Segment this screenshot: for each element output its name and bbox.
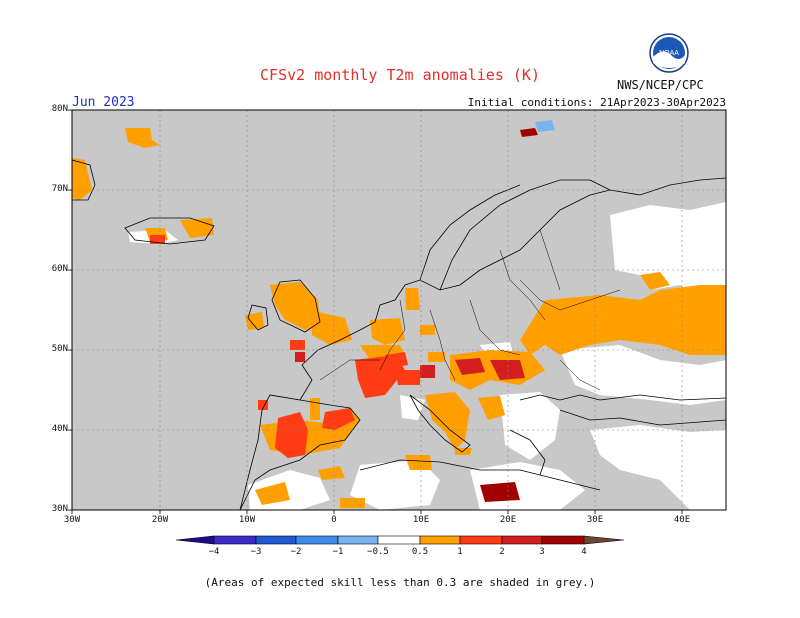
noaa-logo-icon: NOAA: [649, 33, 689, 73]
lat-label-50n: 50N: [51, 344, 68, 354]
colorbar: [175, 535, 625, 545]
warm-anomaly-0-5: [72, 128, 726, 508]
warm-anomaly-3: [480, 128, 538, 502]
colorbar-swatch-1: [213, 535, 257, 545]
lon-label-10e: 10E: [412, 515, 430, 525]
lat-label-70n: 70N: [51, 184, 68, 194]
lon-label-0: 0: [331, 515, 337, 525]
colorbar-swatch-3: [295, 535, 339, 545]
lon-label-10w: 10W: [238, 515, 256, 525]
colorbar-label: 0.5: [411, 547, 429, 557]
colorbar-swatch-2: [255, 535, 297, 545]
colorbar-swatch-6: [419, 535, 461, 545]
lat-label-60n: 60N: [51, 264, 68, 274]
colorbar-swatch-11: [583, 535, 625, 545]
colorbar-swatch-5: [377, 535, 421, 545]
colorbar-label: 4: [581, 547, 587, 557]
colorbar-label: 1: [457, 547, 463, 557]
colorbar-label: 2: [499, 547, 505, 557]
initial-conditions: Initial conditions: 21Apr2023-30Apr2023: [467, 96, 726, 109]
coastlines: [71, 159, 727, 511]
colorbar-label: −3: [250, 547, 262, 557]
lon-label-30w: 30W: [63, 515, 81, 525]
agency-label: NWS/NCEP/CPC: [617, 78, 704, 92]
colorbar-label: −1: [332, 547, 344, 557]
chart-title: CFSv2 monthly T2m anomalies (K): [260, 66, 540, 84]
colorbar-swatch-8: [501, 535, 543, 545]
cool-anomaly-0-5: [535, 120, 555, 132]
colorbar-label: −4: [208, 547, 220, 557]
colorbar-swatch-7: [459, 535, 503, 545]
lat-label-40n: 40N: [51, 424, 68, 434]
colorbar-label: −0.5: [367, 547, 389, 557]
colorbar-swatch-4: [337, 535, 379, 545]
lon-label-30e: 30E: [586, 515, 604, 525]
colorbar-label: −2: [290, 547, 302, 557]
axis-ticks: [68, 109, 683, 514]
colorbar-swatch-9: [541, 535, 585, 545]
logo-text: NOAA: [659, 50, 679, 57]
lon-label-20e: 20E: [499, 515, 517, 525]
graticule: [72, 110, 726, 510]
warm-anomaly-2: [295, 352, 525, 380]
colorbar-label: 3: [539, 547, 545, 557]
warm-anomaly-1: [150, 235, 420, 458]
lat-label-30n: 30N: [51, 504, 68, 514]
forecast-month: Jun 2023: [72, 95, 135, 110]
skill-footnote: (Areas of expected skill less than 0.3 a…: [204, 576, 596, 589]
lat-label-80n: 80N: [51, 104, 68, 114]
lon-label-40e: 40E: [673, 515, 691, 525]
colorbar-swatch-0: [175, 535, 215, 545]
map-frame: [71, 109, 727, 511]
country-borders: [269, 229, 621, 401]
lon-label-20w: 20W: [151, 515, 169, 525]
